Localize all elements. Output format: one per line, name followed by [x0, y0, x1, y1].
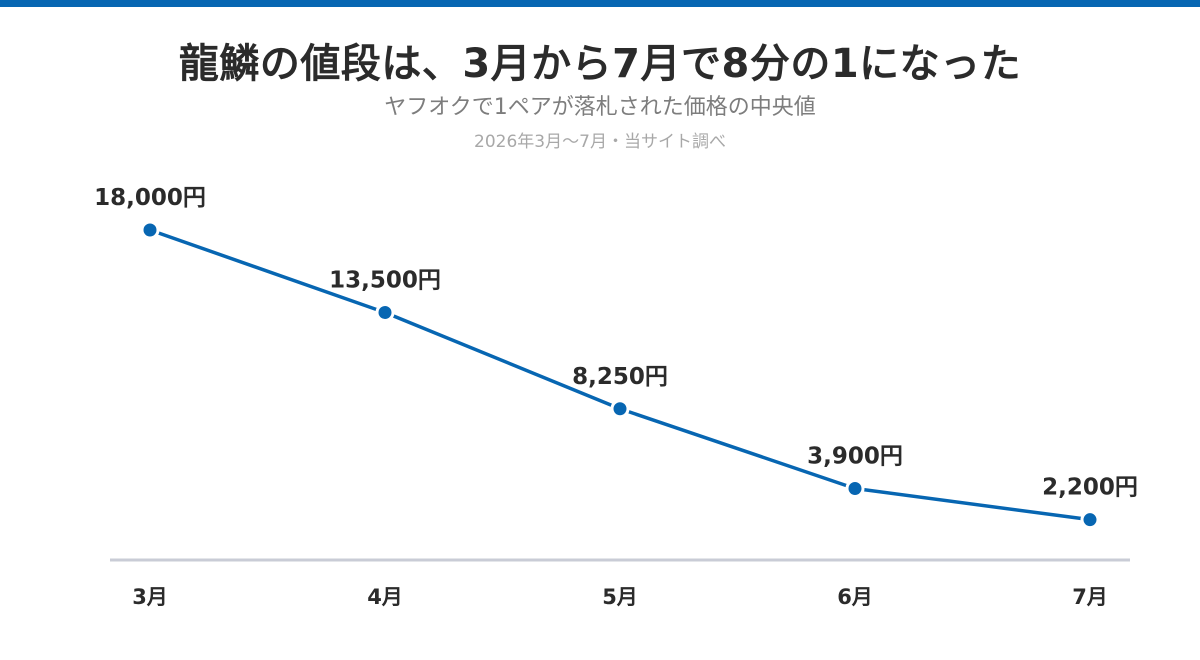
- x-tick-label-3: 5月: [602, 585, 638, 609]
- chart-subtitle: ヤフオクで1ペアが落札された価格の中央値: [384, 95, 816, 120]
- chart-title: 龍鱗の値段は、3月から7月で8分の1になった: [178, 41, 1022, 87]
- data-point-3: [610, 399, 630, 419]
- x-tick-label-4: 6月: [837, 585, 873, 609]
- top-accent-bar: [0, 0, 1200, 7]
- data-label-layer: 18,000円 13,500円 8,250円 3,900円 2,200円: [91, 182, 1141, 504]
- data-label-2: 13,500円: [329, 268, 441, 294]
- x-tick-label-2: 4月: [367, 585, 403, 609]
- data-label-3: 8,250円: [572, 364, 668, 390]
- data-point-layer: [140, 220, 1100, 530]
- data-label-5: 2,200円: [1042, 475, 1138, 501]
- data-point-5: [1080, 510, 1100, 530]
- chart-source-note: 2026年3月〜7月・当サイト調べ: [474, 132, 726, 152]
- data-label-4: 3,900円: [807, 444, 903, 470]
- data-label-1: 18,000円: [94, 185, 206, 211]
- x-tick-label-5: 7月: [1072, 585, 1108, 609]
- x-tick-label-layer: 3月 4月 5月 6月 7月: [132, 585, 1108, 609]
- data-point-2: [375, 303, 395, 322]
- data-point-4: [845, 479, 865, 498]
- x-tick-label-1: 3月: [132, 585, 168, 609]
- data-point-1: [140, 220, 160, 240]
